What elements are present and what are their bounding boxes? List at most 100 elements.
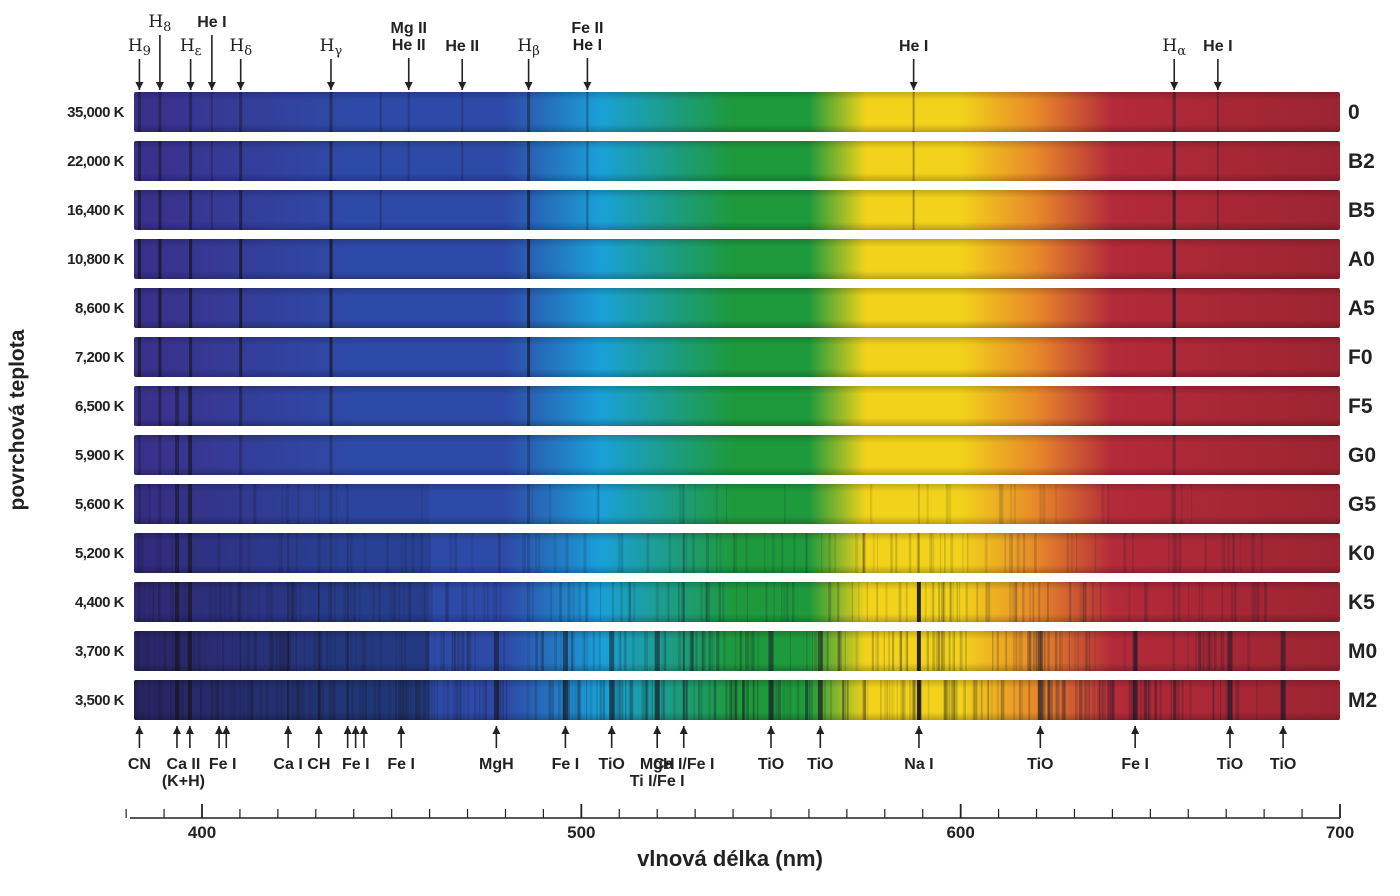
bottom-line-text: TiO bbox=[598, 756, 625, 773]
strip-shading bbox=[134, 386, 1340, 426]
bottom-line-text: TiO bbox=[1269, 756, 1297, 773]
temperature-label: 5,200 K bbox=[74, 545, 125, 562]
bottom-line-text: TiO bbox=[807, 756, 834, 773]
line-subscript: γ bbox=[334, 44, 343, 60]
bottom-line-label: Ca I/Fe I bbox=[653, 756, 714, 773]
bottom-arrow-head bbox=[1131, 726, 1140, 734]
strip-shading bbox=[134, 484, 1340, 524]
element-symbol: H bbox=[127, 36, 143, 56]
bottom-line-text: Ca II bbox=[166, 756, 201, 773]
top-line-label: Hδ bbox=[229, 38, 252, 60]
strip-shading bbox=[134, 239, 1340, 279]
spectral-class-label: A0 bbox=[1348, 248, 1375, 271]
strip-shading bbox=[134, 631, 1340, 671]
bottom-line-text: MgH bbox=[479, 756, 514, 773]
top-line-text: Hβ bbox=[517, 38, 539, 60]
bottom-arrow-head bbox=[284, 726, 293, 734]
element-symbol: H bbox=[148, 12, 164, 32]
bottom-line-text: Ca I bbox=[273, 756, 303, 773]
top-line-text: He II bbox=[445, 38, 480, 55]
bottom-line-text: (K+H) bbox=[161, 773, 205, 790]
top-line-label: Fe II He I bbox=[571, 20, 603, 54]
bottom-line-text: Na I bbox=[904, 756, 934, 773]
bottom-arrow-head bbox=[607, 726, 616, 734]
top-line-text: Hγ bbox=[320, 38, 343, 60]
top-arrow-head bbox=[404, 82, 413, 90]
top-line-text: He I bbox=[898, 38, 929, 55]
spectrum-strip bbox=[134, 239, 1340, 279]
spectrum-strip bbox=[134, 533, 1340, 573]
bottom-line-label: TiO bbox=[758, 756, 784, 773]
top-line-label: Mg II He II bbox=[391, 20, 427, 54]
top-line-text: Hδ bbox=[229, 38, 252, 60]
x-axis-label: vlnová délka (nm) bbox=[637, 846, 823, 872]
top-arrow-head bbox=[1213, 82, 1222, 90]
top-arrow-head bbox=[1170, 82, 1179, 90]
spectral-class-label: F5 bbox=[1348, 395, 1373, 418]
spectral-class-label: K0 bbox=[1348, 542, 1375, 565]
temperature-label: 6,500 K bbox=[74, 398, 125, 415]
spectral-class-label: F0 bbox=[1348, 346, 1373, 369]
strip-shading bbox=[134, 190, 1340, 230]
bottom-line-label: Ca II (K+H) bbox=[162, 756, 205, 790]
element-symbol: H bbox=[319, 36, 335, 56]
top-line-label: He I bbox=[899, 38, 928, 55]
strip-shading bbox=[134, 337, 1340, 377]
top-line-label: He I bbox=[1203, 38, 1232, 55]
spectrum-strip bbox=[134, 484, 1340, 524]
top-line-text: He II bbox=[391, 37, 426, 54]
top-line-text: He I bbox=[197, 14, 227, 31]
bottom-line-text: Fe I bbox=[208, 756, 237, 773]
bottom-line-text: TiO bbox=[1027, 756, 1054, 773]
line-subscript: β bbox=[532, 44, 540, 60]
top-line-label: Hε bbox=[180, 38, 202, 60]
axis-tick-label: 600 bbox=[946, 823, 975, 842]
top-arrow-head bbox=[186, 82, 195, 90]
bottom-arrow-head bbox=[185, 726, 194, 734]
bottom-arrow-head bbox=[1225, 726, 1234, 734]
axis-tick-label: 500 bbox=[567, 823, 596, 842]
element-symbol: H bbox=[517, 36, 533, 56]
spectrum-strip bbox=[134, 631, 1340, 671]
temperature-label: 10,800 K bbox=[67, 251, 124, 268]
temperature-label: 3,500 K bbox=[74, 692, 125, 709]
temperature-label: 22,000 K bbox=[67, 153, 124, 170]
top-arrow-head bbox=[326, 82, 335, 90]
spectrum-strip bbox=[134, 582, 1340, 622]
bottom-line-label: MgH Ti I/Fe I bbox=[630, 756, 685, 790]
bottom-line-label: Ca I bbox=[273, 756, 302, 773]
temperature-label: 35,000 K bbox=[67, 104, 124, 121]
bottom-line-label: TiO bbox=[598, 756, 624, 773]
top-arrow-head bbox=[236, 82, 245, 90]
bottom-arrow-head bbox=[1279, 726, 1288, 734]
bottom-line-label: Na I bbox=[904, 756, 933, 773]
bottom-line-label: TiO bbox=[1270, 756, 1296, 773]
temperature-label: 8,600 K bbox=[74, 300, 125, 317]
bottom-line-label: TiO bbox=[807, 756, 833, 773]
bottom-line-text: Ti I/Fe I bbox=[629, 773, 685, 790]
top-arrow-head bbox=[155, 82, 164, 90]
spectral-class-label: B5 bbox=[1348, 199, 1375, 222]
temperature-label: 5,600 K bbox=[74, 496, 125, 513]
strip-shading bbox=[134, 92, 1340, 132]
bottom-arrow-head bbox=[914, 726, 923, 734]
top-arrow-head bbox=[207, 82, 216, 90]
spectrum-strip bbox=[134, 92, 1340, 132]
bottom-arrow-head bbox=[222, 726, 231, 734]
bottom-line-label: CN bbox=[128, 756, 151, 773]
top-arrow-head bbox=[458, 82, 467, 90]
top-line-text: He I bbox=[572, 37, 603, 54]
top-line-label: H9 bbox=[128, 38, 151, 60]
bottom-arrow-head bbox=[172, 726, 181, 734]
spectrum-strip bbox=[134, 190, 1340, 230]
bottom-arrow-head bbox=[215, 726, 224, 734]
bottom-line-text: Ca I/Fe I bbox=[653, 756, 715, 773]
spectrum-strip bbox=[134, 680, 1340, 720]
bottom-line-text: TiO bbox=[1216, 756, 1244, 773]
temperature-label: 5,900 K bbox=[74, 447, 125, 464]
spectral-class-label: M2 bbox=[1348, 689, 1378, 712]
bottom-arrow-head bbox=[816, 726, 825, 734]
axis-tick-label: 700 bbox=[1325, 823, 1355, 842]
element-symbol: H bbox=[229, 36, 245, 56]
